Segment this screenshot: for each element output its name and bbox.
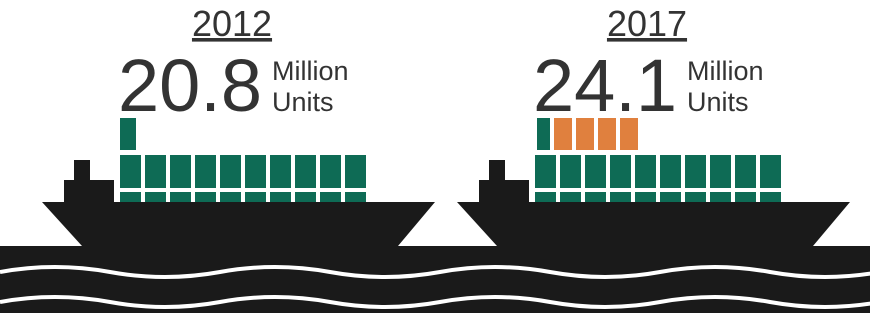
value: 20.8 <box>118 44 262 127</box>
container <box>320 155 341 188</box>
ship-hull <box>42 202 435 246</box>
panel-2017: 2017 24.1 Million Units <box>457 3 850 246</box>
ship-hull <box>457 202 850 246</box>
container <box>220 155 241 188</box>
year: 2017 <box>607 3 687 44</box>
container <box>660 155 681 188</box>
unit: Units <box>687 87 749 117</box>
container <box>560 155 581 188</box>
container <box>585 155 606 188</box>
container <box>735 155 756 188</box>
container <box>535 155 556 188</box>
container <box>170 155 191 188</box>
container <box>295 155 316 188</box>
container <box>270 155 291 188</box>
ship-cabin <box>479 180 529 205</box>
container <box>195 155 216 188</box>
unit: Million <box>272 56 349 86</box>
container <box>120 155 141 188</box>
container <box>245 155 266 188</box>
container <box>345 155 366 188</box>
year: 2012 <box>192 3 272 44</box>
container <box>760 155 781 188</box>
container <box>610 155 631 188</box>
value: 24.1 <box>533 44 677 127</box>
ship-cabin <box>64 180 114 205</box>
waves <box>0 246 870 313</box>
panel-2012: 2012 20.8 Million Units <box>42 3 435 246</box>
container <box>145 155 166 188</box>
unit: Million <box>687 56 764 86</box>
container <box>710 155 731 188</box>
ship-funnel <box>74 160 90 182</box>
ship-funnel <box>489 160 505 182</box>
unit: Units <box>272 87 334 117</box>
infographic: 2012 20.8 Million Units 2017 24.1 Millio… <box>0 0 870 313</box>
container <box>635 155 656 188</box>
container <box>685 155 706 188</box>
